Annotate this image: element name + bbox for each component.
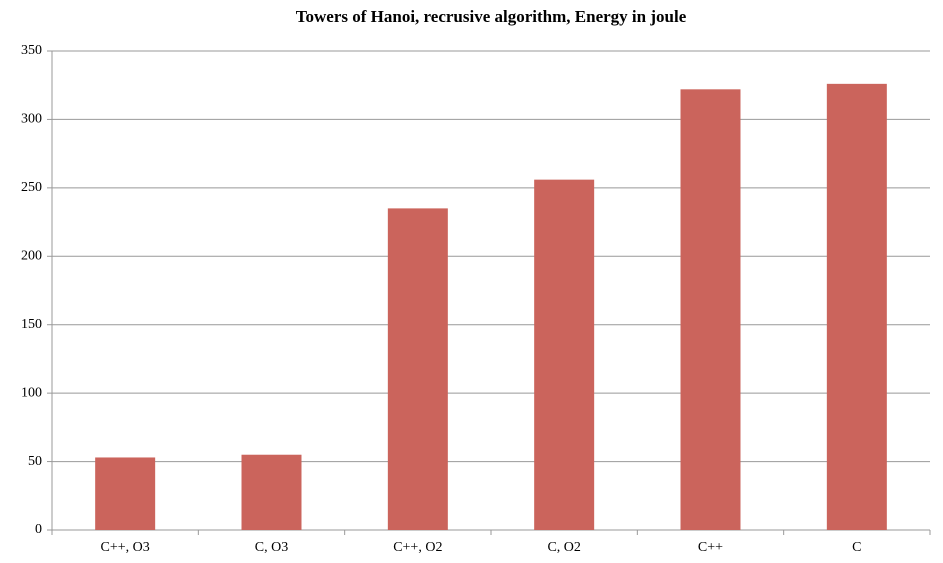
bar [680,89,741,530]
bar [241,454,302,530]
bar [387,208,448,530]
y-tick-label: 200 [21,249,42,264]
y-tick-label: 350 [21,43,42,58]
y-tick-label: 100 [21,385,42,400]
bar [95,457,156,530]
x-tick-label: C, O2 [547,540,580,555]
x-tick-label: C [852,540,861,555]
x-tick-label: C++, O3 [101,540,150,555]
y-tick-label: 0 [35,522,42,537]
y-tick-label: 250 [21,180,42,195]
x-tick-label: C, O3 [255,540,288,555]
y-tick-label: 150 [21,317,42,332]
chart-title: Towers of Hanoi, recrusive algorithm, En… [296,7,687,26]
bar [826,83,887,531]
x-tick-label: C++, O2 [393,540,442,555]
y-tick-label: 50 [28,454,42,469]
bar [534,179,595,530]
x-tick-label: C++ [698,540,723,555]
y-tick-label: 300 [21,112,42,127]
